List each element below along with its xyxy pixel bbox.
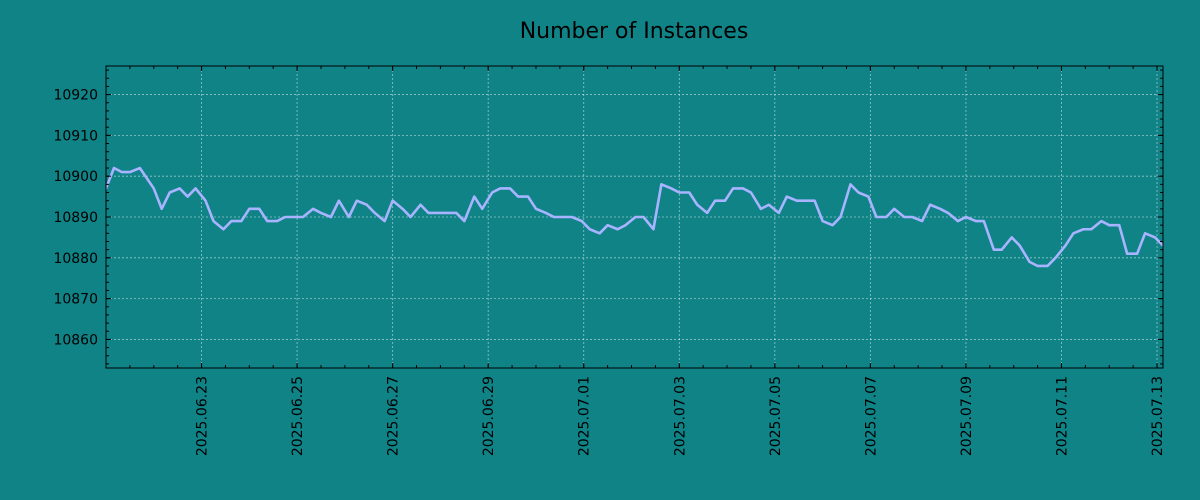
axis-ticks (105, 66, 1163, 368)
y-tick-label: 10920 (53, 88, 98, 104)
y-tick-label: 10900 (53, 169, 98, 185)
x-tick-label: 2025.06.25 (290, 376, 306, 456)
x-tick-label: 2025.07.11 (1054, 376, 1070, 456)
x-tick-label: 2025.07.13 (1150, 376, 1166, 456)
y-tick-label: 10890 (53, 210, 98, 226)
series-line (106, 166, 1163, 268)
x-tick-label: 2025.07.05 (768, 376, 784, 456)
y-tick-label: 10860 (53, 332, 98, 348)
x-tick-label: 2025.07.01 (577, 376, 593, 456)
x-axis-tick-labels: 2025.06.23 2025.06.25 2025.06.27 2025.06.29… (195, 376, 1166, 456)
series-group (106, 166, 1163, 268)
chart-title: Number of Instances (520, 19, 749, 44)
y-axis-tick-labels: 10860 10870 10880 10890 10900 10910 10920 (53, 88, 98, 349)
y-tick-label: 10870 (53, 292, 98, 308)
x-tick-label: 2025.07.09 (959, 376, 975, 456)
x-tick-label: 2025.06.27 (386, 376, 402, 456)
grid-lines (106, 66, 1163, 368)
y-tick-label: 10880 (53, 251, 98, 267)
y-tick-label: 10910 (53, 128, 98, 144)
x-tick-label: 2025.07.07 (863, 376, 879, 456)
x-tick-label: 2025.06.29 (481, 376, 497, 456)
x-tick-label: 2025.06.23 (195, 376, 211, 456)
x-tick-label: 2025.07.03 (672, 376, 688, 456)
